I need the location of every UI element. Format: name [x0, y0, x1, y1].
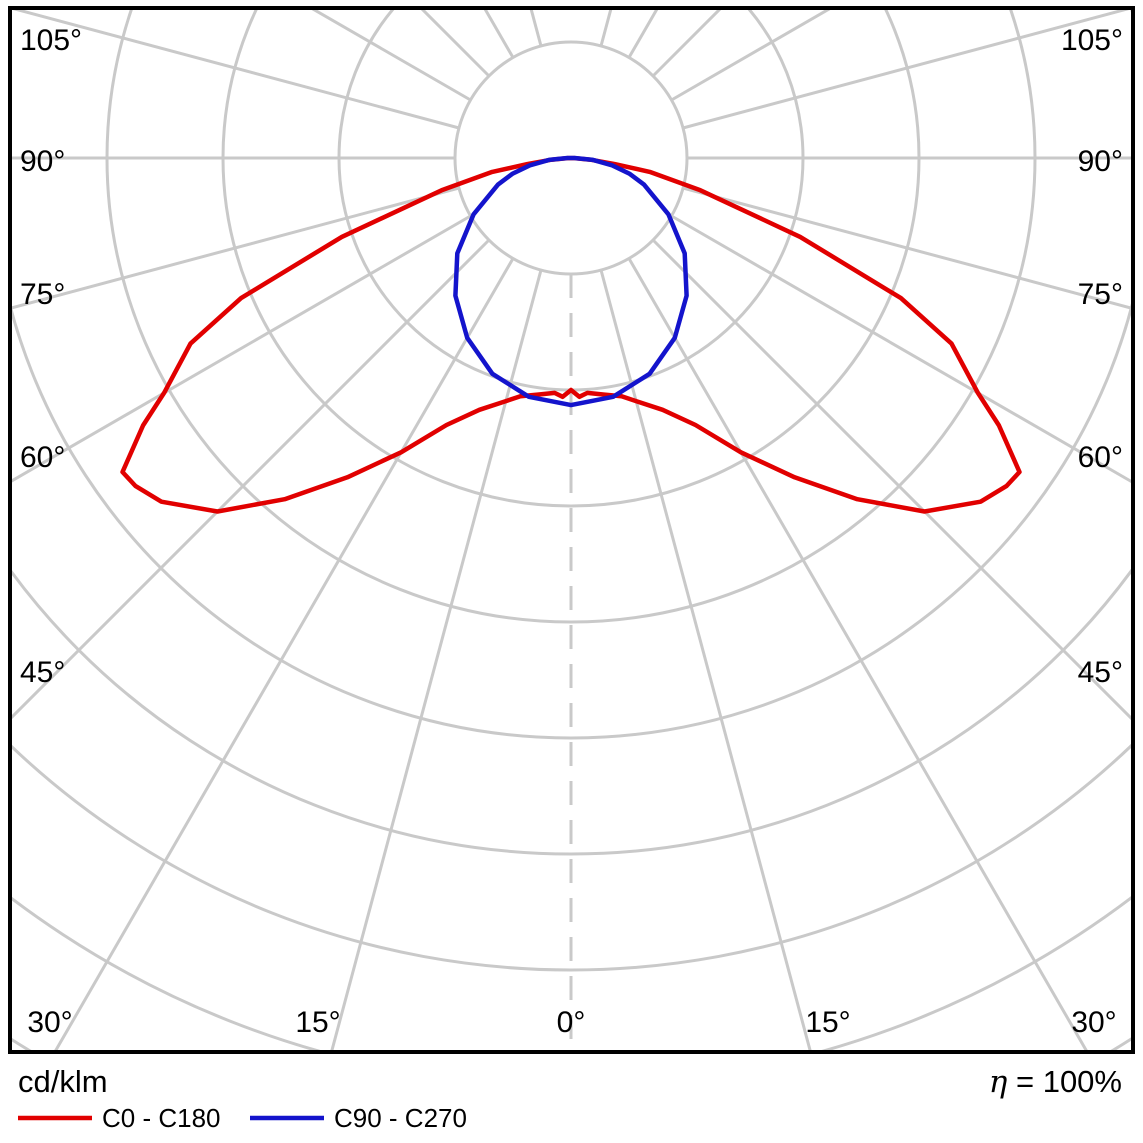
legend-label-c90-c270: C90 - C270 — [334, 1103, 467, 1133]
curve-c0-c180 — [120, 155, 1022, 514]
eta-symbol: η — [989, 1064, 1008, 1100]
tick-bottom-0: 0° — [557, 1006, 586, 1039]
tick-left-60: 60° — [20, 441, 65, 474]
grid-spoke — [627, 257, 1088, 1050]
grid-spoke — [12, 238, 491, 720]
angle-ticks-bottom: 30° 15° 0° 15° 30° — [27, 1006, 1116, 1039]
tick-right-60: 60° — [1078, 441, 1123, 474]
grid-spoke — [682, 186, 1131, 310]
tick-right-75: 75° — [1078, 278, 1123, 311]
grid-spoke — [54, 257, 515, 1050]
intensity-curves — [120, 155, 1022, 514]
grid-ring — [12, 10, 1131, 740]
grid-spoke — [670, 214, 1131, 484]
grid-spoke — [12, 10, 460, 130]
efficiency-value: = 100% — [1007, 1064, 1122, 1099]
legend-label-c0-c180: C0 - C180 — [102, 1103, 221, 1133]
tick-left-90: 90° — [20, 145, 65, 178]
grid-ring — [12, 568, 1131, 856]
tick-right-105: 105° — [1061, 24, 1123, 57]
tick-left-45: 45° — [20, 656, 65, 689]
grid-spoke — [12, 186, 460, 310]
grid-spoke — [599, 269, 812, 1050]
tick-left-105: 105° — [20, 24, 82, 57]
unit-label: cd/klm — [18, 1064, 108, 1099]
grid-ring — [12, 743, 1131, 972]
tick-bottom-15R: 15° — [805, 1006, 850, 1039]
curve-c90-c270 — [453, 155, 689, 408]
tick-left-75: 75° — [20, 278, 65, 311]
efficiency-label: η = 100% — [989, 1064, 1122, 1100]
tick-bottom-15L: 15° — [295, 1006, 340, 1039]
angle-ticks-right: 105° 90° 75° 60° 45° — [1061, 24, 1123, 689]
footer: cd/klm η = 100% C0 - C180 C90 - C270 — [18, 1064, 1122, 1133]
tick-right-45: 45° — [1078, 656, 1123, 689]
grid-spoke — [682, 10, 1130, 130]
grid-spoke — [330, 269, 543, 1050]
grid-spoke — [12, 214, 472, 483]
angle-ticks-left: 105° 90° 75° 60° 45° — [20, 24, 82, 689]
tick-bottom-30R: 30° — [1071, 1006, 1116, 1039]
grid-spoke — [651, 238, 1131, 721]
tick-bottom-30L: 30° — [27, 1006, 72, 1039]
tick-right-90: 90° — [1078, 145, 1123, 178]
